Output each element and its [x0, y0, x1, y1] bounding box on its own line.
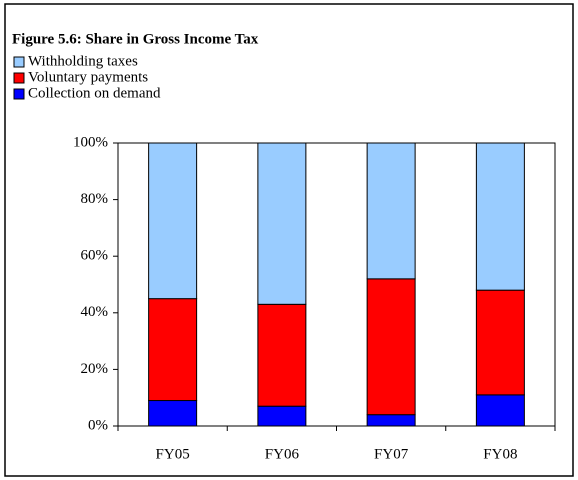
bar-segment	[475, 394, 525, 427]
y-tick-label: 100%	[73, 134, 108, 150]
x-tick-label: FY07	[374, 446, 409, 462]
y-tick-label: 60%	[81, 248, 109, 264]
bar-segment	[366, 414, 416, 427]
y-tick-label: 20%	[81, 361, 109, 377]
y-tick-label: 0%	[88, 417, 108, 433]
bar-segment	[366, 142, 416, 280]
bar-segment	[257, 303, 307, 407]
bar-segment	[257, 405, 307, 427]
legend-swatch	[13, 56, 25, 68]
x-tick-label: FY06	[265, 446, 300, 462]
bar-segment	[366, 278, 416, 416]
bar-segment	[475, 289, 525, 396]
legend-label: Withholding taxes	[28, 53, 138, 69]
bar-segment	[148, 400, 198, 427]
bar-segment	[148, 298, 198, 402]
bar-segment	[148, 142, 198, 300]
y-tick-label: 80%	[81, 191, 109, 207]
chart-title: Figure 5.6: Share in Gross Income Tax	[12, 31, 259, 47]
legend-swatch	[13, 72, 25, 84]
x-tick-label: FY08	[483, 446, 517, 462]
bar-segment	[475, 142, 525, 291]
y-tick-label: 40%	[81, 304, 109, 320]
bar-segment	[257, 142, 307, 305]
legend-swatch	[13, 88, 25, 100]
x-tick-label: FY05	[156, 446, 190, 462]
legend-label: Collection on demand	[28, 85, 161, 101]
legend-label: Voluntary payments	[28, 69, 148, 85]
